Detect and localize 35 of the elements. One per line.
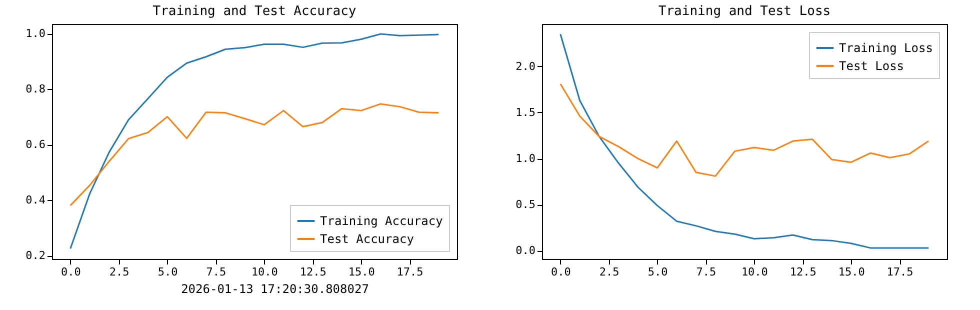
- legend-label: Test Accuracy: [320, 232, 414, 246]
- x-tick-label: 17.5: [886, 266, 914, 278]
- x-tick-label: 15.0: [348, 266, 375, 278]
- y-tick-label: 0.6: [26, 138, 46, 152]
- chart-title: Training and Test Loss: [658, 4, 831, 19]
- line-series: [70, 103, 440, 206]
- y-tick-label: 0.2: [26, 249, 46, 262]
- y-tick-label: 1.0: [516, 152, 536, 166]
- x-tick-label: 0.0: [550, 266, 571, 278]
- x-tick-label: 15.0: [838, 266, 865, 278]
- text: 2026-01-13 17:20:30.808027: [181, 282, 369, 296]
- x-tick-label: 10.0: [741, 266, 768, 278]
- x-tick-label: 7.5: [696, 266, 716, 278]
- chart-title: Training and Test Accuracy: [152, 4, 356, 19]
- y-tick-label: 0.0: [516, 244, 536, 258]
- x-tick-label: 2.5: [599, 266, 620, 278]
- y-tick-label: 1.0: [26, 27, 46, 40]
- x-tick-label: 7.5: [206, 266, 226, 278]
- y-tick-label: 0.5: [516, 198, 536, 212]
- x-tick-label: 17.5: [396, 266, 424, 278]
- y-tick-label: 1.5: [516, 106, 536, 119]
- line-series: [560, 83, 930, 177]
- x-tick-label: 10.0: [251, 266, 278, 278]
- y-tick-label: 2.0: [516, 60, 536, 73]
- x-tick-label: 12.5: [300, 266, 326, 278]
- legend-label: Test Loss: [839, 59, 904, 73]
- x-tick-label: 5.0: [648, 266, 668, 278]
- x-tick-label: 2.5: [109, 266, 130, 278]
- legend-label: Training Loss: [839, 41, 933, 55]
- legend-label: Training Accuracy: [320, 214, 443, 228]
- x-tick-label: 12.5: [790, 266, 816, 278]
- y-tick-label: 0.8: [26, 82, 46, 96]
- x-tick-label: 0.0: [60, 266, 81, 278]
- y-tick-label: 0.4: [26, 194, 46, 207]
- x-tick-label: 5.0: [158, 266, 178, 278]
